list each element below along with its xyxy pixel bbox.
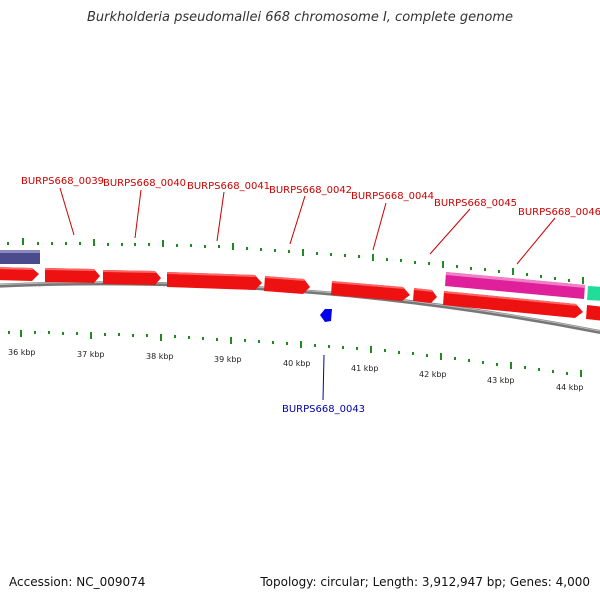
gene-label-0040[interactable]: BURPS668_0040 (103, 178, 186, 189)
gene-label-0042[interactable]: BURPS668_0042 (269, 185, 352, 196)
scale-label-41: 41 kbp (351, 364, 379, 373)
scale-label-39: 39 kbp (214, 355, 242, 364)
gene-arrow-0040[interactable] (103, 270, 161, 285)
green-feature[interactable] (587, 286, 600, 301)
gene-arrow-0041[interactable] (167, 272, 262, 290)
gene-arrow-0043[interactable] (320, 309, 332, 322)
gene-label-0046[interactable]: BURPS668_0046 (518, 207, 600, 218)
forward-gene-shine (0, 267, 577, 306)
magenta-feature-shine (446, 272, 585, 288)
forward-gene-track (0, 267, 600, 321)
scale-label-37: 37 kbp (77, 350, 105, 359)
gene-label-0045[interactable]: BURPS668_0045 (434, 198, 517, 209)
purple-feature-shine (0, 250, 40, 253)
gene-arrow-0044[interactable] (331, 281, 410, 301)
reverse-label-leader (322, 354, 325, 401)
lower-tick-marks (8, 330, 582, 377)
gene-label-0043[interactable]: BURPS668_0043 (282, 404, 365, 415)
gene-label-0039[interactable]: BURPS668_0039 (21, 176, 104, 187)
gene-arrow-0039[interactable] (45, 268, 100, 283)
scale-label-42: 42 kbp (419, 370, 447, 379)
gene-label-0041[interactable]: BURPS668_0041 (187, 181, 270, 192)
gene-labels: BURPS668_0039 BURPS668_0040 BURPS668_004… (21, 176, 600, 415)
upper-tick-marks (7, 238, 584, 284)
purple-feature[interactable] (0, 250, 40, 264)
scale-label-36: 36 kbp (8, 348, 36, 357)
outer-feature-track (0, 250, 600, 301)
accession-text: Accession: NC_009074 (9, 575, 146, 589)
scale-label-44: 44 kbp (556, 383, 584, 392)
label-leader-lines (59, 187, 556, 265)
map-title: Burkholderia pseudomallei 668 chromosome… (86, 10, 514, 25)
genome-summary-text: Topology: circular; Length: 3,912,947 bp… (260, 575, 590, 589)
gene-label-0044[interactable]: BURPS668_0044 (351, 191, 434, 202)
gene-arrow-0045[interactable] (443, 291, 583, 318)
magenta-feature[interactable] (445, 272, 585, 299)
gene-arrow-0046[interactable] (586, 305, 600, 321)
scale-label-38: 38 kbp (146, 352, 174, 361)
scale-label-40: 40 kbp (283, 359, 311, 368)
gene-arrow-0039a[interactable] (0, 267, 39, 281)
scale-label-43: 43 kbp (487, 376, 515, 385)
scale-labels: 36 kbp 37 kbp 38 kbp 39 kbp 40 kbp 41 kb… (8, 348, 584, 392)
